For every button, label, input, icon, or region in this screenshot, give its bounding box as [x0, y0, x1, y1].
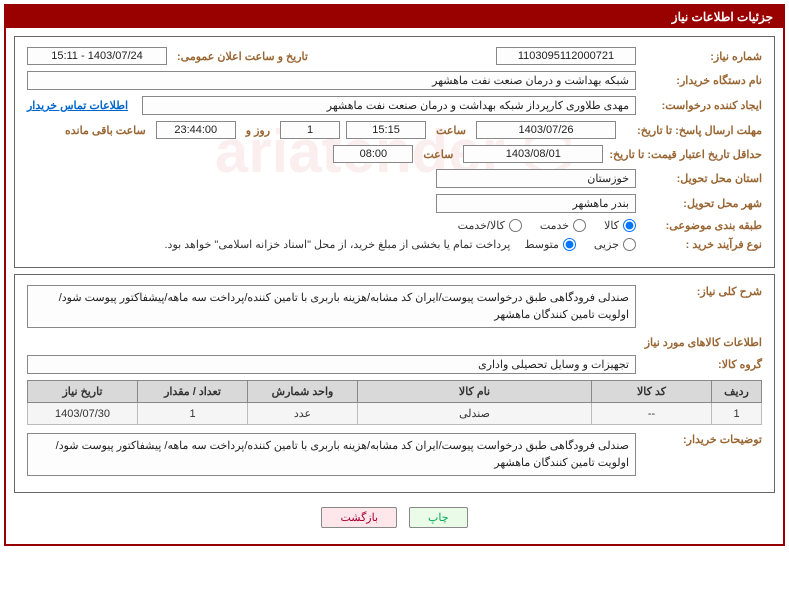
radio-both[interactable]: کالا/خدمت — [458, 219, 522, 232]
main-panel: جزئیات اطلاعات نیاز ⬡ ariatender شماره ن… — [4, 4, 785, 546]
label-days-and: روز و — [246, 124, 270, 137]
value-need-no: 1103095112000721 — [496, 47, 636, 65]
value-resp-time: 15:15 — [346, 121, 426, 139]
table-row: 1 -- صندلی عدد 1 1403/07/30 — [28, 403, 762, 425]
category-radio-group: کالا خدمت کالا/خدمت — [458, 219, 636, 232]
radio-service[interactable]: خدمت — [540, 219, 586, 232]
row-valid-until: حداقل تاریخ اعتبار قیمت: تا تاریخ: 1403/… — [27, 145, 762, 163]
value-countdown: 23:44:00 — [156, 121, 236, 139]
table-header-row: ردیف کد کالا نام کالا واحد شمارش تعداد /… — [28, 381, 762, 403]
td-item-name: صندلی — [358, 403, 592, 425]
th-code: کد کالا — [592, 381, 712, 403]
row-general-desc: شرح کلی نیاز: صندلی فرودگاهی طبق درخواست… — [27, 285, 762, 328]
radio-goods-input[interactable] — [623, 219, 636, 232]
content-area: ⬡ ariatender شماره نیاز: 110309511200072… — [6, 28, 783, 544]
label-time-1: ساعت — [436, 124, 466, 137]
label-buyer-org: نام دستگاه خریدار: — [642, 74, 762, 87]
radio-small-label: جزیی — [594, 238, 619, 251]
th-qty: تعداد / مقدار — [138, 381, 248, 403]
items-table: ردیف کد کالا نام کالا واحد شمارش تعداد /… — [27, 380, 762, 425]
desc-box: شرح کلی نیاز: صندلی فرودگاهی طبق درخواست… — [14, 274, 775, 493]
radio-medium[interactable]: متوسط — [524, 238, 576, 251]
row-requester: ایجاد کننده درخواست: مهدی طلاوری کارپردا… — [27, 96, 762, 115]
value-group: تجهیزات و وسایل تحصیلی واداری — [27, 355, 636, 374]
label-need-no: شماره نیاز: — [642, 50, 762, 63]
row-province: استان محل تحویل: خوزستان — [27, 169, 762, 188]
back-button[interactable]: بازگشت — [321, 507, 397, 528]
items-section-title: اطلاعات کالاهای مورد نیاز — [27, 336, 762, 349]
value-announce-dt: 1403/07/24 - 15:11 — [27, 47, 167, 65]
value-buyer-org: شبکه بهداشت و درمان صنعت نفت ماهشهر — [27, 71, 636, 90]
panel-title: جزئیات اطلاعات نیاز — [6, 6, 783, 28]
label-buyer-notes: توضیحات خریدار: — [642, 433, 762, 446]
th-name: نام کالا — [358, 381, 592, 403]
radio-both-input[interactable] — [509, 219, 522, 232]
radio-goods-label: کالا — [604, 219, 619, 232]
row-city: شهر محل تحویل: بندر ماهشهر — [27, 194, 762, 213]
print-button[interactable]: چاپ — [409, 507, 468, 528]
row-need-number: شماره نیاز: 1103095112000721 تاریخ و ساع… — [27, 47, 762, 65]
td-idx: 1 — [712, 403, 762, 425]
row-buyer-notes: توضیحات خریدار: صندلی فرودگاهی طبق درخوا… — [27, 433, 762, 476]
contact-link[interactable]: اطلاعات تماس خریدار — [27, 99, 128, 112]
radio-both-label: کالا/خدمت — [458, 219, 505, 232]
label-time-2: ساعت — [423, 148, 453, 161]
label-general-desc: شرح کلی نیاز: — [642, 285, 762, 298]
label-province: استان محل تحویل: — [642, 172, 762, 185]
td-qty: 1 — [138, 403, 248, 425]
value-valid-time: 08:00 — [333, 145, 413, 163]
buttons-row: چاپ بازگشت — [14, 499, 775, 536]
payment-note: پرداخت تمام یا بخشی از مبلغ خرید، از محل… — [165, 238, 511, 251]
th-need-date: تاریخ نیاز — [28, 381, 138, 403]
row-process: نوع فرآیند خرید : جزیی متوسط پرداخت تمام… — [27, 238, 762, 251]
value-requester: مهدی طلاوری کارپرداز شبکه بهداشت و درمان… — [142, 96, 636, 115]
label-valid-until: حداقل تاریخ اعتبار قیمت: تا تاریخ: — [609, 148, 762, 161]
radio-medium-label: متوسط — [524, 238, 559, 251]
th-row: ردیف — [712, 381, 762, 403]
label-city: شهر محل تحویل: — [642, 197, 762, 210]
row-response-deadline: مهلت ارسال پاسخ: تا تاریخ: 1403/07/26 سا… — [27, 121, 762, 139]
td-code: -- — [592, 403, 712, 425]
radio-medium-input[interactable] — [563, 238, 576, 251]
label-process: نوع فرآیند خرید : — [642, 238, 762, 251]
label-resp-deadline: مهلت ارسال پاسخ: تا تاریخ: — [622, 124, 762, 137]
info-box: ⬡ ariatender شماره نیاز: 110309511200072… — [14, 36, 775, 268]
value-resp-days: 1 — [280, 121, 340, 139]
value-general-desc: صندلی فرودگاهی طبق درخواست پیوست/ایران ک… — [27, 285, 636, 328]
row-category: طبقه بندی موضوعی: کالا خدمت کالا/خدمت — [27, 219, 762, 232]
value-valid-date: 1403/08/01 — [463, 145, 603, 163]
label-remaining: ساعت باقی مانده — [65, 124, 146, 137]
value-province: خوزستان — [436, 169, 636, 188]
value-city: بندر ماهشهر — [436, 194, 636, 213]
row-group: گروه کالا: تجهیزات و وسایل تحصیلی واداری — [27, 355, 762, 374]
label-requester: ایجاد کننده درخواست: — [642, 99, 762, 112]
process-radio-group: جزیی متوسط — [524, 238, 636, 251]
label-announce-dt: تاریخ و ساعت اعلان عمومی: — [177, 50, 308, 63]
radio-service-input[interactable] — [573, 219, 586, 232]
radio-service-label: خدمت — [540, 219, 569, 232]
td-unit: عدد — [248, 403, 358, 425]
radio-small[interactable]: جزیی — [594, 238, 636, 251]
label-category: طبقه بندی موضوعی: — [642, 219, 762, 232]
row-buyer-org: نام دستگاه خریدار: شبکه بهداشت و درمان ص… — [27, 71, 762, 90]
label-group: گروه کالا: — [642, 358, 762, 371]
value-resp-date: 1403/07/26 — [476, 121, 616, 139]
radio-goods[interactable]: کالا — [604, 219, 636, 232]
th-unit: واحد شمارش — [248, 381, 358, 403]
radio-small-input[interactable] — [623, 238, 636, 251]
value-buyer-notes: صندلی فرودگاهی طبق درخواست پیوست/ایران ک… — [27, 433, 636, 476]
td-need-date: 1403/07/30 — [28, 403, 138, 425]
